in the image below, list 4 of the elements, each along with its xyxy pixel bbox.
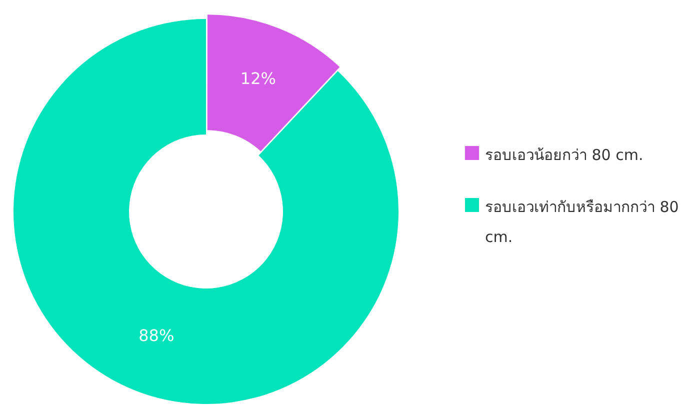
- legend-label: รอบเอวน้อยกว่า 80 cm.: [485, 145, 644, 166]
- data-label: 12%: [240, 68, 276, 88]
- data-label: 88%: [138, 326, 174, 345]
- legend-label: รอบเอวเท่ากับหรือมากกว่า 80 cm.: [485, 197, 680, 248]
